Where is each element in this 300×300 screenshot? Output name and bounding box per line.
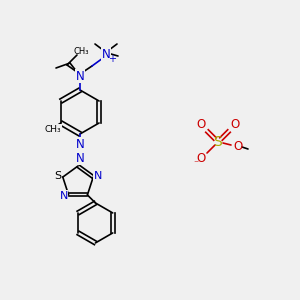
Text: N: N bbox=[76, 152, 84, 164]
Text: N: N bbox=[94, 171, 102, 181]
Text: ⁻: ⁻ bbox=[194, 159, 199, 169]
Text: O: O bbox=[196, 152, 206, 166]
Text: +: + bbox=[108, 54, 116, 64]
Text: O: O bbox=[233, 140, 243, 152]
Text: S: S bbox=[214, 135, 222, 149]
Text: N: N bbox=[76, 70, 84, 83]
Text: O: O bbox=[230, 118, 240, 131]
Text: CH₃: CH₃ bbox=[44, 124, 61, 134]
Text: S: S bbox=[54, 171, 61, 181]
Text: N: N bbox=[76, 137, 84, 151]
Text: O: O bbox=[196, 118, 206, 131]
Text: N: N bbox=[59, 191, 68, 201]
Text: N: N bbox=[102, 47, 110, 61]
Text: CH₃: CH₃ bbox=[73, 46, 89, 56]
